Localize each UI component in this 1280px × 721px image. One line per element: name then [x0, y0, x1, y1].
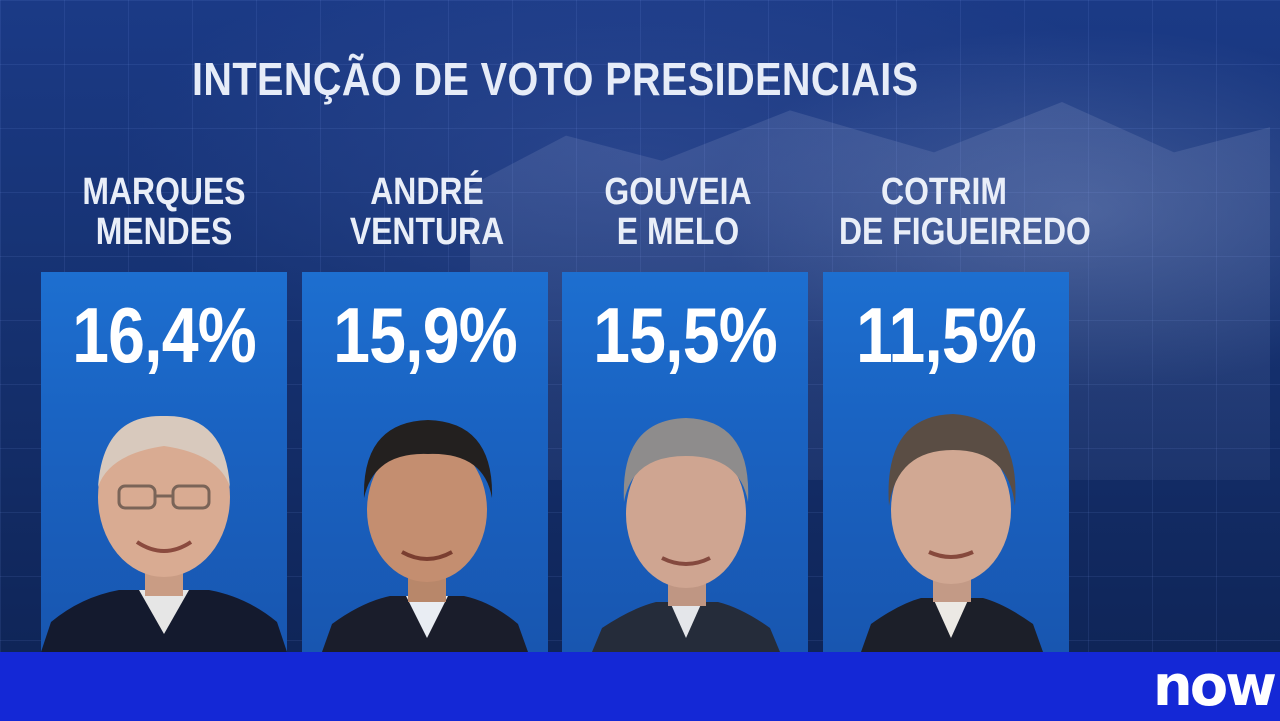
candidate-panel-gouveia-e-melo: 15,5%: [562, 272, 808, 652]
candidate-portrait-photo: [861, 414, 1043, 652]
channel-bottom-bar: now: [0, 652, 1280, 721]
candidate-name-line1: ANDRÉ: [370, 171, 484, 213]
candidate-portrait-photo: [41, 415, 287, 652]
graphic-title: INTENÇÃO DE VOTO PRESIDENCIAIS: [192, 53, 919, 105]
candidate-name-marques-mendes: MARQUES MENDES: [59, 172, 269, 252]
candidate-name-line2: VENTURA: [349, 211, 505, 253]
candidate-panel-cotrim-de-figueiredo: 11,5%: [823, 272, 1069, 652]
candidate-name-gouveia-e-melo: GOUVEIA E MELO: [573, 172, 783, 252]
candidate-name-andre-ventura: ANDRÉ VENTURA: [322, 172, 532, 252]
candidate-name-line2: DE FIGUEIREDO: [839, 211, 1091, 253]
candidate-portrait-photo: [322, 420, 528, 652]
candidate-panel-marques-mendes: 16,4%: [41, 272, 287, 652]
candidate-name-line1: GOUVEIA: [604, 171, 752, 213]
channel-logo: now: [1152, 654, 1277, 719]
candidate-percent: 15,5%: [593, 291, 778, 379]
candidate-panel-andre-ventura: 15,9%: [302, 272, 548, 652]
candidate-percent: 16,4%: [72, 291, 257, 379]
candidate-name-line1: COTRIM: [881, 171, 1007, 213]
candidate-portrait-photo: [592, 418, 780, 652]
candidate-name-line2: E MELO: [616, 211, 740, 253]
candidate-name-cotrim-de-figueiredo: COTRIM DE FIGUEIREDO: [839, 171, 1091, 253]
candidate-name-line2: MENDES: [95, 211, 233, 253]
broadcast-graphic: INTENÇÃO DE VOTO PRESIDENCIAIS MARQUES M…: [0, 0, 1280, 652]
candidate-name-line1: MARQUES: [82, 171, 246, 213]
candidate-percent: 11,5%: [855, 291, 1037, 379]
candidate-percent: 15,9%: [333, 291, 518, 379]
